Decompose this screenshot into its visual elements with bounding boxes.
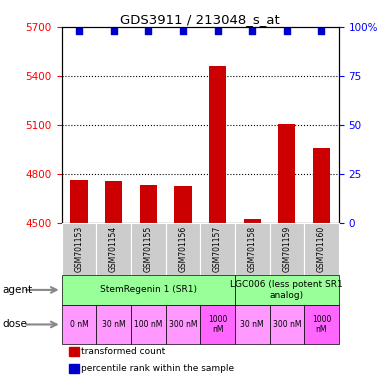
Title: GDS3911 / 213048_s_at: GDS3911 / 213048_s_at	[121, 13, 280, 26]
Bar	[174, 186, 191, 223]
Bar	[235, 305, 270, 344]
Text: GSM701154: GSM701154	[109, 225, 118, 272]
Bar	[304, 223, 339, 275]
Text: GSM701155: GSM701155	[144, 225, 153, 272]
Bar	[62, 305, 96, 344]
Bar	[139, 185, 157, 223]
Bar	[200, 305, 235, 344]
Bar	[243, 220, 261, 223]
Bar	[166, 305, 200, 344]
Text: GSM701159: GSM701159	[282, 225, 291, 272]
Text: 1000
nM: 1000 nM	[208, 315, 227, 334]
Bar	[131, 305, 166, 344]
Point	[249, 28, 255, 34]
Text: GSM701156: GSM701156	[178, 225, 187, 272]
Bar	[209, 66, 226, 223]
Point	[110, 28, 117, 34]
Bar	[235, 223, 270, 275]
Bar	[70, 180, 88, 223]
Text: LGC006 (less potent SR1
analog): LGC006 (less potent SR1 analog)	[231, 280, 343, 300]
Bar	[200, 223, 235, 275]
Text: agent: agent	[2, 285, 32, 295]
Text: percentile rank within the sample: percentile rank within the sample	[81, 364, 234, 373]
Bar	[278, 124, 295, 223]
Point	[145, 28, 151, 34]
Text: GSM701158: GSM701158	[248, 225, 257, 272]
Text: 1000
nM: 1000 nM	[312, 315, 331, 334]
Bar	[62, 223, 96, 275]
Text: GSM701157: GSM701157	[213, 225, 222, 272]
Bar	[270, 223, 304, 275]
Point	[76, 28, 82, 34]
Point	[318, 28, 325, 34]
Bar	[131, 223, 166, 275]
Bar	[105, 181, 122, 223]
Text: transformed count: transformed count	[81, 347, 165, 356]
Point	[214, 28, 221, 34]
Text: dose: dose	[2, 319, 27, 329]
Text: 0 nM: 0 nM	[70, 320, 88, 329]
Point	[284, 28, 290, 34]
Bar	[96, 305, 131, 344]
Point	[180, 28, 186, 34]
Text: 300 nM: 300 nM	[273, 320, 301, 329]
Bar	[235, 275, 339, 305]
Bar	[166, 223, 200, 275]
Text: 300 nM: 300 nM	[169, 320, 197, 329]
Text: GSM701160: GSM701160	[317, 225, 326, 272]
Bar	[270, 305, 304, 344]
Text: 100 nM: 100 nM	[134, 320, 162, 329]
Bar	[62, 275, 235, 305]
Text: GSM701153: GSM701153	[74, 225, 84, 272]
Text: StemRegenin 1 (SR1): StemRegenin 1 (SR1)	[100, 285, 197, 295]
Text: 30 nM: 30 nM	[102, 320, 126, 329]
Bar	[313, 148, 330, 223]
Text: 30 nM: 30 nM	[240, 320, 264, 329]
Bar	[304, 305, 339, 344]
Bar	[96, 223, 131, 275]
